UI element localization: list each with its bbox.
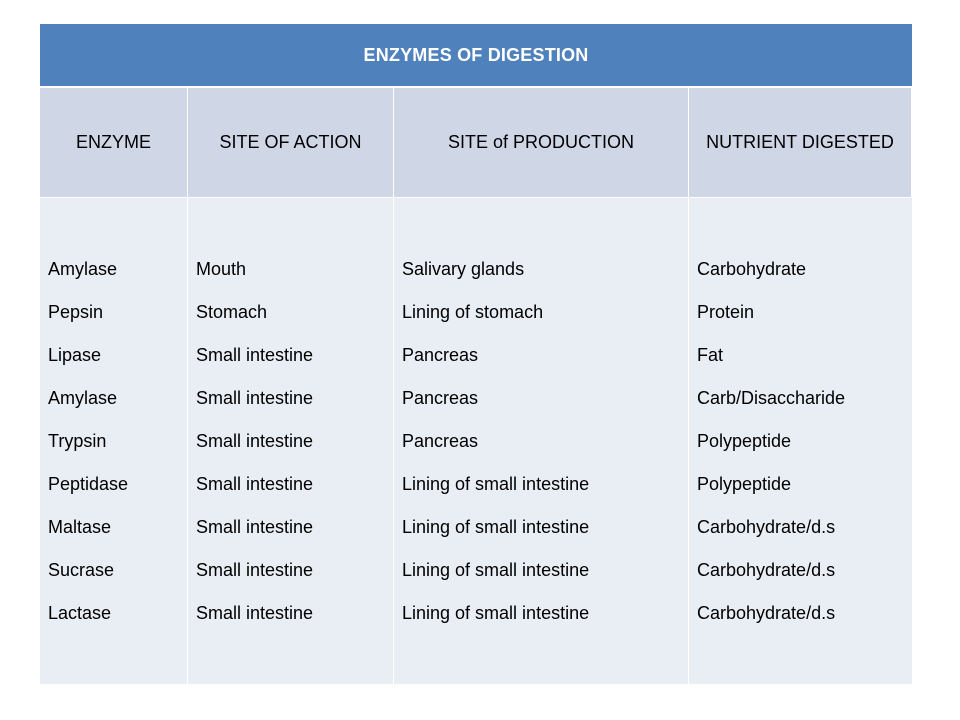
table-cell: Pepsin [48, 301, 104, 322]
site-of-production-column: Salivary glands Lining of stomach Pancreas… [394, 198, 689, 684]
header-enzyme: ENZYME [40, 88, 188, 198]
table-title: ENZYMES OF DIGESTION [40, 24, 912, 88]
table-cell: Lining of small intestine [402, 516, 590, 537]
table-cell: Small intestine [196, 559, 314, 580]
table-cell: Pancreas [402, 430, 479, 451]
table-cell: Small intestine [196, 473, 314, 494]
nutrient-digested-column: Carbohydrate Protein Fat Carb/Disaccharide P… [689, 198, 912, 684]
table-cell: Peptidase [48, 473, 129, 494]
table-cell: Small intestine [196, 602, 314, 623]
table-cell: Pancreas [402, 344, 479, 365]
table-cell: Carb/Disaccharide [697, 387, 846, 408]
header-site-of-action: SITE OF ACTION [188, 88, 394, 198]
table-cell: Small intestine [196, 387, 314, 408]
table-cell: Lactase [48, 602, 112, 623]
table-cell: Small intestine [196, 344, 314, 365]
header-site-of-production: SITE of PRODUCTION [394, 88, 689, 198]
table-cell: Mouth [196, 258, 247, 279]
table-cell: Lining of small intestine [402, 473, 590, 494]
table-cell: Carbohydrate/d.s [697, 602, 836, 623]
table-cell: Lining of small intestine [402, 602, 590, 623]
table-cell: Salivary glands [402, 258, 525, 279]
table-cell: Amylase [48, 258, 118, 279]
table-cell: Pancreas [402, 387, 479, 408]
table-cell: Small intestine [196, 430, 314, 451]
table-cell: Carbohydrate/d.s [697, 516, 836, 537]
enzyme-column: Amylase Pepsin Lipase Amylase Trypsin Peptida… [40, 198, 188, 684]
table-cell: Polypeptide [697, 473, 792, 494]
table-cell: Polypeptide [697, 430, 792, 451]
table-cell: Protein [697, 301, 755, 322]
table-cell: Trypsin [48, 430, 107, 451]
table-cell: Sucrase [48, 559, 115, 580]
table-cell: Carbohydrate/d.s [697, 559, 836, 580]
table-cell: Lining of stomach [402, 301, 544, 322]
table-cell: Fat [697, 344, 724, 365]
header-nutrient-digested: NUTRIENT DIGESTED [689, 88, 912, 198]
table-cell: Amylase [48, 387, 118, 408]
table-cell: Carbohydrate [697, 258, 807, 279]
table-cell: Stomach [196, 301, 268, 322]
enzymes-table: ENZYMES OF DIGESTION ENZYME SITE OF ACTI… [40, 24, 912, 684]
site-of-action-column: Mouth Stomach Small intestine Small intesti… [188, 198, 394, 684]
table-cell: Lipase [48, 344, 102, 365]
table-cell: Lining of small intestine [402, 559, 590, 580]
table-cell: Maltase [48, 516, 112, 537]
table-cell: Small intestine [196, 516, 314, 537]
